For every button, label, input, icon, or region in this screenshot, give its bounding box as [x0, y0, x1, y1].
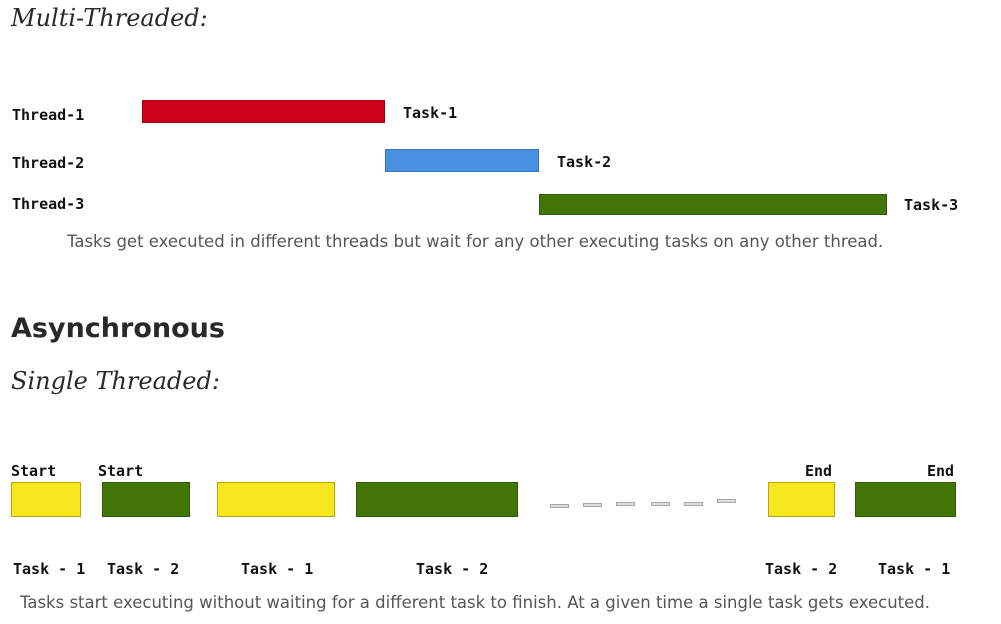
asynchronous-caption: Tasks start executing without waiting fo… — [20, 593, 930, 612]
async-task-label: Task - 2 — [416, 560, 489, 578]
start-label-2: Start — [98, 462, 144, 480]
ellipsis-dash — [684, 502, 703, 506]
end-label-2: End — [927, 462, 955, 480]
ellipsis-dash — [651, 502, 670, 506]
async-bar-2 — [102, 482, 190, 517]
task-1-bar — [142, 100, 385, 123]
async-task-label: Task - 1 — [878, 560, 951, 578]
multi-threaded-heading: Multi-Threaded: — [11, 4, 208, 32]
async-task-label: Task - 1 — [241, 560, 314, 578]
async-task-label: Task - 2 — [107, 560, 180, 578]
task-3-label: Task-3 — [904, 196, 959, 214]
multi-threaded-caption: Tasks get executed in different threads … — [67, 232, 884, 251]
async-bar-3 — [217, 482, 335, 517]
thread-2-label: Thread-2 — [12, 154, 85, 172]
start-label-1: Start — [11, 462, 57, 480]
async-bar-6 — [855, 482, 956, 517]
task-2-bar — [385, 149, 539, 172]
async-task-label: Task - 2 — [765, 560, 838, 578]
thread-1-label: Thread-1 — [12, 106, 85, 124]
async-bar-4 — [356, 482, 518, 517]
task-1-label: Task-1 — [403, 104, 458, 122]
ellipsis-dash — [583, 503, 602, 507]
task-2-label: Task-2 — [557, 153, 612, 171]
async-task-label: Task - 1 — [13, 560, 86, 578]
ellipsis-dash — [550, 504, 569, 508]
thread-3-label: Thread-3 — [12, 195, 85, 213]
asynchronous-heading: Asynchronous — [11, 313, 225, 344]
ellipsis-dash — [616, 502, 635, 506]
ellipsis-dash — [717, 499, 736, 503]
async-bar-1 — [11, 482, 81, 517]
task-3-bar — [539, 194, 887, 215]
async-bar-5 — [768, 482, 835, 517]
single-threaded-heading: Single Threaded: — [11, 367, 220, 395]
end-label-1: End — [805, 462, 833, 480]
